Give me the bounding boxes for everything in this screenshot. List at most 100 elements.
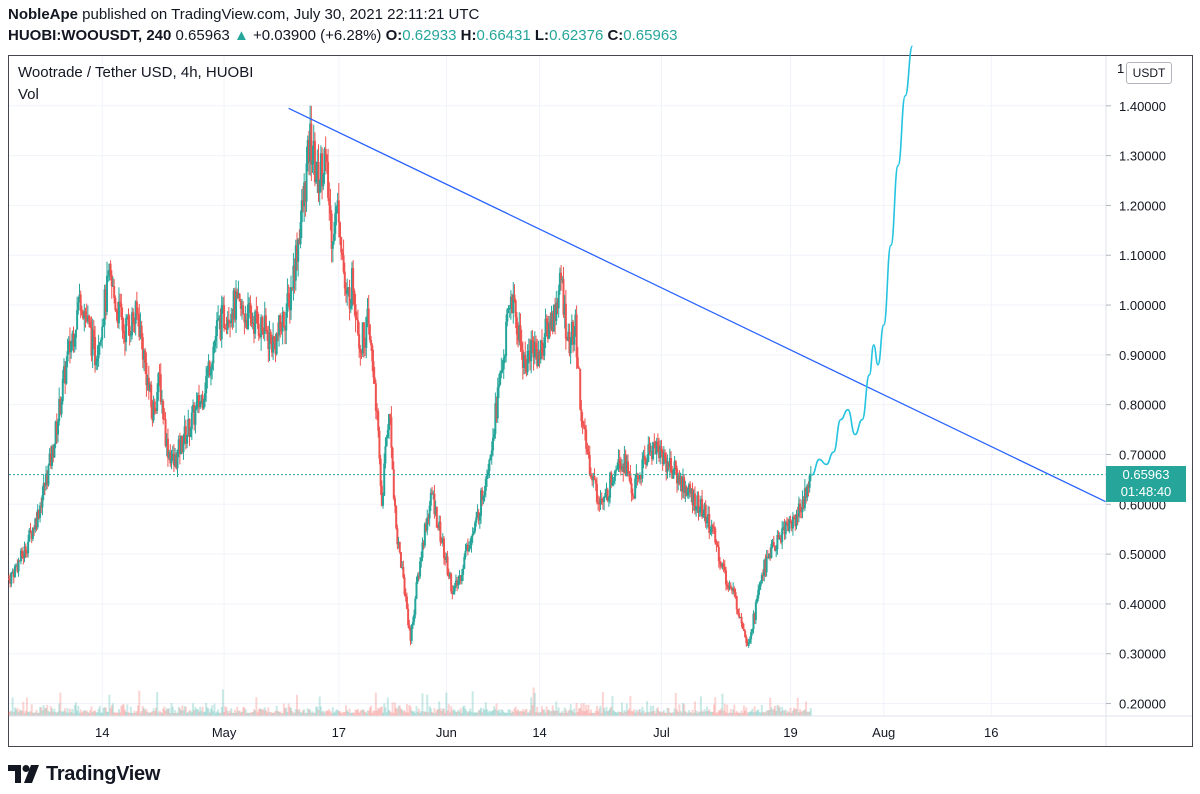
- volume-bar: [598, 708, 601, 716]
- volume-bar: [679, 710, 682, 716]
- volume-bar: [644, 712, 647, 716]
- volume-bar: [428, 706, 431, 716]
- candle-body: [262, 331, 265, 335]
- candle-body: [520, 342, 523, 351]
- candle-body: [163, 419, 166, 421]
- candle-body: [788, 519, 791, 531]
- volume-bar: [719, 710, 722, 716]
- candle-body: [538, 352, 541, 360]
- volume-bar: [29, 711, 32, 716]
- candle-body: [297, 239, 300, 262]
- candle-body: [519, 325, 522, 343]
- current-price-label: 0.65963: [1122, 467, 1170, 482]
- candle-body: [637, 476, 640, 480]
- candle-body: [169, 452, 172, 464]
- candle-body: [206, 368, 209, 376]
- candle-body: [670, 457, 673, 473]
- volume-bar: [21, 710, 24, 716]
- candle-body: [727, 586, 730, 589]
- volume-bar: [462, 706, 465, 716]
- candle-body: [482, 495, 485, 501]
- volume-bar: [242, 707, 245, 716]
- candle-body: [652, 442, 655, 460]
- candle-body: [709, 532, 712, 534]
- candle-body: [611, 482, 614, 486]
- candle-body: [114, 297, 117, 310]
- candle-body: [366, 308, 369, 318]
- y-tick-label: 1.30000: [1119, 149, 1166, 164]
- candle-body: [526, 350, 529, 373]
- candle-body: [217, 318, 220, 321]
- candle-body: [132, 312, 135, 324]
- candle-body: [233, 290, 236, 320]
- volume-bar: [202, 712, 205, 716]
- candle-body: [595, 483, 598, 503]
- volume-bar: [390, 712, 393, 716]
- candle-body: [665, 458, 668, 472]
- volume-bar: [91, 712, 94, 716]
- volume-bar: [555, 701, 558, 716]
- candle-body: [552, 304, 555, 332]
- volume-bar: [317, 710, 320, 716]
- volume-bar: [586, 709, 589, 716]
- candle-body: [162, 400, 165, 420]
- candle-body: [377, 411, 380, 431]
- candle-body: [80, 310, 83, 315]
- trendline[interactable]: [288, 107, 1107, 503]
- volume-bar: [115, 712, 118, 716]
- volume-bar: [562, 712, 565, 716]
- candle-body: [279, 315, 282, 329]
- volume-bar: [166, 709, 169, 716]
- volume-bar: [705, 706, 708, 716]
- candle-body: [550, 313, 553, 329]
- candle-body: [747, 642, 750, 646]
- candle-body: [605, 489, 608, 494]
- volume-bar: [623, 710, 626, 716]
- volume-bar: [119, 712, 122, 716]
- candle-body: [784, 522, 787, 535]
- candle-body: [386, 430, 389, 438]
- author-name[interactable]: NobleApe: [8, 6, 79, 23]
- projection-path[interactable]: [811, 45, 914, 476]
- candle-body: [341, 252, 344, 256]
- candle-body: [397, 541, 400, 545]
- volume-bar: [503, 712, 506, 716]
- candle-body: [667, 461, 670, 468]
- volume-bar: [465, 711, 468, 716]
- volume-bar: [566, 712, 569, 716]
- volume-bar: [282, 703, 285, 716]
- candle-body: [420, 557, 423, 562]
- candle-body: [358, 334, 361, 349]
- volume-bar: [256, 712, 259, 716]
- candle-body: [585, 429, 588, 449]
- candle-body: [305, 163, 308, 202]
- candle-body: [45, 473, 48, 486]
- candle-body: [604, 493, 607, 497]
- candle-body: [548, 322, 551, 339]
- tradingview-logo[interactable]: TradingView: [8, 762, 160, 786]
- candle-body: [304, 182, 307, 202]
- candle-body: [623, 453, 626, 473]
- volume-bar: [311, 711, 314, 716]
- publish-text: published on TradingView.com, July 30, 2…: [78, 6, 480, 23]
- volume-bar: [378, 708, 381, 716]
- candle-body: [539, 340, 542, 360]
- currency-button[interactable]: USDT: [1126, 62, 1172, 84]
- candle-body: [692, 493, 695, 506]
- candle-body: [157, 373, 160, 393]
- candle-body: [677, 475, 680, 484]
- candle-body: [380, 485, 383, 506]
- candle-body: [493, 433, 496, 438]
- volume-bar: [540, 706, 543, 716]
- volume-bar: [463, 705, 466, 716]
- candle-body: [292, 265, 295, 289]
- volume-bar: [343, 712, 346, 716]
- candle-body: [95, 361, 98, 366]
- volume-bar: [686, 712, 689, 716]
- candle-body: [72, 333, 75, 347]
- volume-bar: [664, 712, 667, 716]
- candle-body: [462, 568, 465, 575]
- volume-bar: [152, 708, 155, 716]
- volume-bar: [788, 712, 791, 716]
